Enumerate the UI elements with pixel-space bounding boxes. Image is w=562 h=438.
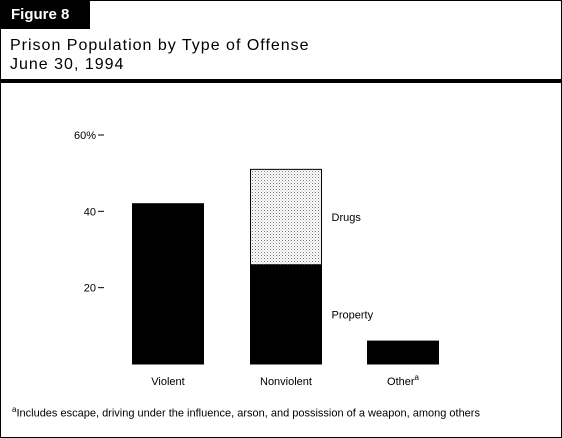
chart-title: Prison Population by Type of Offense Jun… [10,36,310,74]
chart-title-line2: June 30, 1994 [10,56,125,73]
x-tick-label: Nonviolent [260,376,312,388]
x-tick-label: Othera [387,373,420,388]
title-rule [1,79,561,83]
y-tick-label: 60% [74,130,96,142]
bar-violent-property [132,203,204,365]
series-label-property: Property [332,309,374,321]
chart-title-line1: Prison Population by Type of Offense [10,37,310,54]
footnote: aIncludes escape, driving under the infl… [12,405,480,420]
figure-label: Figure 8 [1,1,90,29]
y-tick-label: 20 [84,283,96,295]
series-label-drugs: Drugs [332,212,362,224]
footnote-text: Includes escape, driving under the influ… [16,407,480,420]
footnote-marker: a [12,405,17,414]
x-tick-label: Violent [151,376,184,388]
bar-nonviolent-drugs [250,168,322,266]
bar-nonviolent-property [250,264,322,365]
bar-other-property [367,340,439,365]
y-tick-label: 40 [84,206,96,218]
